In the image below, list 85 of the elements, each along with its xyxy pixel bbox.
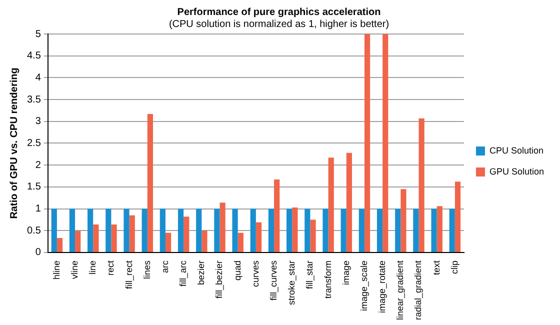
legend-label: CPU Solution xyxy=(489,145,544,156)
x-tick-label: text xyxy=(431,260,442,275)
x-tick-label: rect xyxy=(106,260,116,276)
y-tick-label: 2 xyxy=(35,160,42,171)
y-tick-label: 3 xyxy=(35,116,42,128)
bar xyxy=(304,208,310,252)
y-tick-label: 1.5 xyxy=(26,182,42,193)
bar xyxy=(286,208,292,252)
x-tick-label: image xyxy=(340,260,351,285)
x-tick-label: fill_star xyxy=(304,260,315,289)
x-tick-label: stroke_star xyxy=(286,260,297,305)
bar xyxy=(346,152,352,252)
y-tick-label: 4 xyxy=(35,72,42,84)
bar xyxy=(196,208,202,252)
x-tick-label: bezier xyxy=(196,260,206,285)
bar xyxy=(69,208,76,252)
x-tick-label: image_scale xyxy=(358,260,369,311)
chart-title: Performance of pure graphics acceleration xyxy=(177,6,381,18)
bar xyxy=(93,224,99,252)
y-tick-label: 4.5 xyxy=(26,50,42,62)
x-tick-label: radial_gradient xyxy=(413,260,424,320)
bar xyxy=(214,208,220,252)
bar xyxy=(274,179,280,252)
bar xyxy=(124,208,130,252)
bar xyxy=(268,208,274,252)
bar xyxy=(340,208,346,252)
x-tick-label: line xyxy=(88,260,98,274)
bar xyxy=(454,182,461,252)
bar xyxy=(220,202,226,252)
bar xyxy=(256,222,262,252)
x-tick-label: arc xyxy=(160,260,170,273)
bar xyxy=(111,224,117,252)
bar xyxy=(165,232,172,252)
bar xyxy=(142,208,148,252)
bar xyxy=(232,208,238,252)
x-tick-label: vline xyxy=(70,260,80,279)
x-tick-label: lines xyxy=(142,260,152,279)
bar xyxy=(400,189,406,252)
x-tick-label: fill_bezier xyxy=(214,260,224,298)
bar xyxy=(178,208,184,252)
bar xyxy=(395,208,401,252)
x-tick-label: image_rotate xyxy=(377,260,388,314)
x-tick-label: transform xyxy=(322,260,333,298)
bar xyxy=(250,208,256,252)
y-tick-label: 5 xyxy=(35,28,42,40)
bar xyxy=(328,158,334,252)
bar xyxy=(75,231,81,252)
bar xyxy=(376,208,383,252)
bar xyxy=(129,215,135,252)
bar xyxy=(436,206,442,252)
x-tick-label: hline xyxy=(51,260,62,280)
bar xyxy=(202,230,208,252)
y-tick-label: 1 xyxy=(35,204,42,215)
bar xyxy=(238,232,244,252)
bar xyxy=(88,208,94,252)
y-axis-title: Ratio of GPU vs. CPU rendering xyxy=(8,68,20,219)
bar xyxy=(322,208,328,252)
x-tick-label: linear_gradient xyxy=(395,260,406,320)
bar xyxy=(418,118,424,252)
x-tick-label: quad xyxy=(232,260,242,280)
x-tick-label: clip xyxy=(449,260,460,274)
bar xyxy=(449,208,455,252)
bar xyxy=(51,208,57,252)
bar xyxy=(310,220,316,252)
x-tick-label: curves xyxy=(250,260,260,287)
bar xyxy=(184,216,190,252)
bar xyxy=(382,34,388,252)
chart-subtitle: (CPU solution is normalized as 1, higher is better) xyxy=(168,18,390,30)
x-tick-label: fill_curves xyxy=(268,260,279,300)
bar xyxy=(160,208,166,252)
y-tick-label: 0.5 xyxy=(26,225,42,236)
y-tick-label: 0 xyxy=(35,247,42,258)
bar xyxy=(431,208,437,252)
y-tick-label: 3.5 xyxy=(26,94,42,106)
bar xyxy=(56,238,63,252)
bar xyxy=(364,34,370,252)
x-tick-label: fill_rect xyxy=(124,260,134,289)
x-tick-label: fill_arc xyxy=(178,260,188,286)
legend-label: GPU Solution xyxy=(489,166,544,176)
bar xyxy=(292,207,298,252)
y-tick-label: 2.5 xyxy=(26,138,42,149)
bar xyxy=(413,208,419,252)
bar xyxy=(358,208,364,252)
bar xyxy=(147,114,154,252)
bar xyxy=(106,208,112,252)
